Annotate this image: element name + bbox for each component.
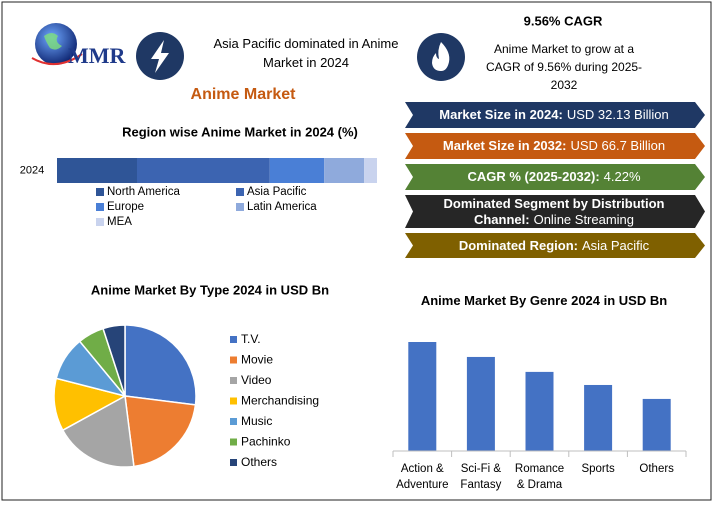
bar: [408, 342, 437, 451]
highlight-text: Asia Pacific dominated in Anime Market i…: [213, 36, 399, 70]
legend-swatch: [236, 188, 244, 196]
fact-banner: [405, 233, 705, 258]
fact-box: Market Size in 2024: USD 32.13 Billion: [413, 102, 695, 128]
fact-value: USD 32.13 Billion: [566, 107, 669, 122]
legend-label: T.V.: [241, 332, 261, 346]
fact-box: Dominated Region: Asia Pacific: [413, 233, 695, 258]
legend-swatch: [230, 459, 237, 466]
legend-label: Latin America: [247, 201, 317, 213]
legend-swatch: [96, 203, 104, 211]
fact-banner: [405, 195, 705, 228]
legend-swatch: [230, 418, 237, 425]
legend-swatch: [230, 336, 237, 343]
lightning-bolt: [151, 40, 169, 73]
bar-segment: [324, 158, 365, 183]
legend-swatch: [230, 377, 237, 384]
bar: [584, 384, 613, 451]
x-tick-label: Action & Adventure: [396, 463, 449, 491]
legend-label: Pachinko: [241, 435, 291, 449]
legend-swatch: [236, 203, 244, 211]
legend-swatch: [230, 438, 237, 446]
logo-land: [44, 33, 62, 50]
fact-text: Market Size in 2032: USD 66.7 Billion: [443, 138, 665, 154]
fact-label: Market Size in 2032:: [442, 138, 567, 153]
legend-label: Merchandising: [241, 394, 319, 408]
bar: [525, 371, 554, 451]
x-tick-label: Sci-Fi & Fantasy: [460, 463, 502, 491]
legend-label: MEA: [107, 216, 132, 228]
bar: [642, 398, 671, 451]
fact-value: 4.22%: [603, 169, 641, 184]
bar: [466, 356, 495, 451]
legend-swatch: [96, 218, 104, 226]
fact-banner: [405, 133, 705, 159]
legend-swatch: [230, 356, 237, 364]
fact-value: Online Streaming: [533, 211, 635, 227]
cagr-title: 9.56% CAGR: [524, 13, 603, 28]
bar-segment: [364, 158, 377, 183]
bar-segment: [269, 158, 325, 183]
fact-banner: [405, 164, 705, 190]
pie-slice: [102, 324, 126, 397]
cagr-text: Anime Market to grow at a CAGR of 9.56% …: [485, 42, 643, 92]
bar-segment: [137, 158, 270, 183]
fact-box: Market Size in 2032: USD 66.7 Billion: [413, 133, 695, 159]
genre-chart-title: Anime Market By Genre 2024 in USD Bn: [420, 293, 668, 308]
legend-label: North America: [107, 186, 180, 198]
x-tick-label: Sports: [581, 463, 615, 475]
x-tick-label: Romance & Drama: [514, 463, 565, 491]
fact-text: Dominated Segment by Distribution Channe…: [413, 196, 695, 228]
legend-label: Others: [241, 455, 277, 469]
legend-label: Music: [241, 414, 272, 428]
fact-label: Market Size in 2024:: [439, 107, 563, 122]
logo-text: MMR: [68, 43, 127, 68]
chart-title: Anime Market By Type 2024 in USD Bn: [91, 282, 329, 297]
fact-text: Market Size in 2024: USD 32.13 Billion: [439, 107, 668, 123]
fact-box: Dominated Segment by Distribution Channe…: [413, 195, 695, 228]
pie-slice: [124, 324, 197, 406]
legend-label: Video: [241, 373, 272, 387]
legend-label: Asia Pacific: [247, 186, 307, 198]
legend-swatch: [96, 188, 104, 196]
legend-label: Movie: [241, 353, 273, 367]
fact-text: Dominated Region: Asia Pacific: [459, 238, 649, 254]
fact-label: CAGR % (2025-2032):: [467, 169, 600, 184]
main-title: Anime Market: [191, 86, 297, 103]
fact-value: Asia Pacific: [581, 237, 650, 253]
fact-text: CAGR % (2025-2032): 4.22%: [467, 169, 640, 185]
logo-swoosh: [31, 53, 83, 65]
legend-swatch: [230, 397, 237, 405]
fact-banner: [405, 102, 705, 128]
legend-label: Europe: [107, 201, 144, 213]
flame-shape: [432, 42, 450, 71]
pie-slice: [124, 395, 197, 468]
pie-slice: [61, 394, 135, 468]
chart-title: Region wise Anime Market in 2024 (%): [122, 124, 358, 139]
fact-value: USD 66.7 Billion: [570, 138, 666, 153]
fact-label: Dominated Segment by Distribution Channe…: [443, 195, 665, 227]
x-tick-label: Others: [639, 463, 674, 475]
fact-box: CAGR % (2025-2032): 4.22%: [413, 164, 695, 190]
bar-segment: [57, 158, 137, 183]
fact-label: Dominated Region:: [458, 237, 578, 253]
category-label: 2024: [20, 164, 44, 176]
